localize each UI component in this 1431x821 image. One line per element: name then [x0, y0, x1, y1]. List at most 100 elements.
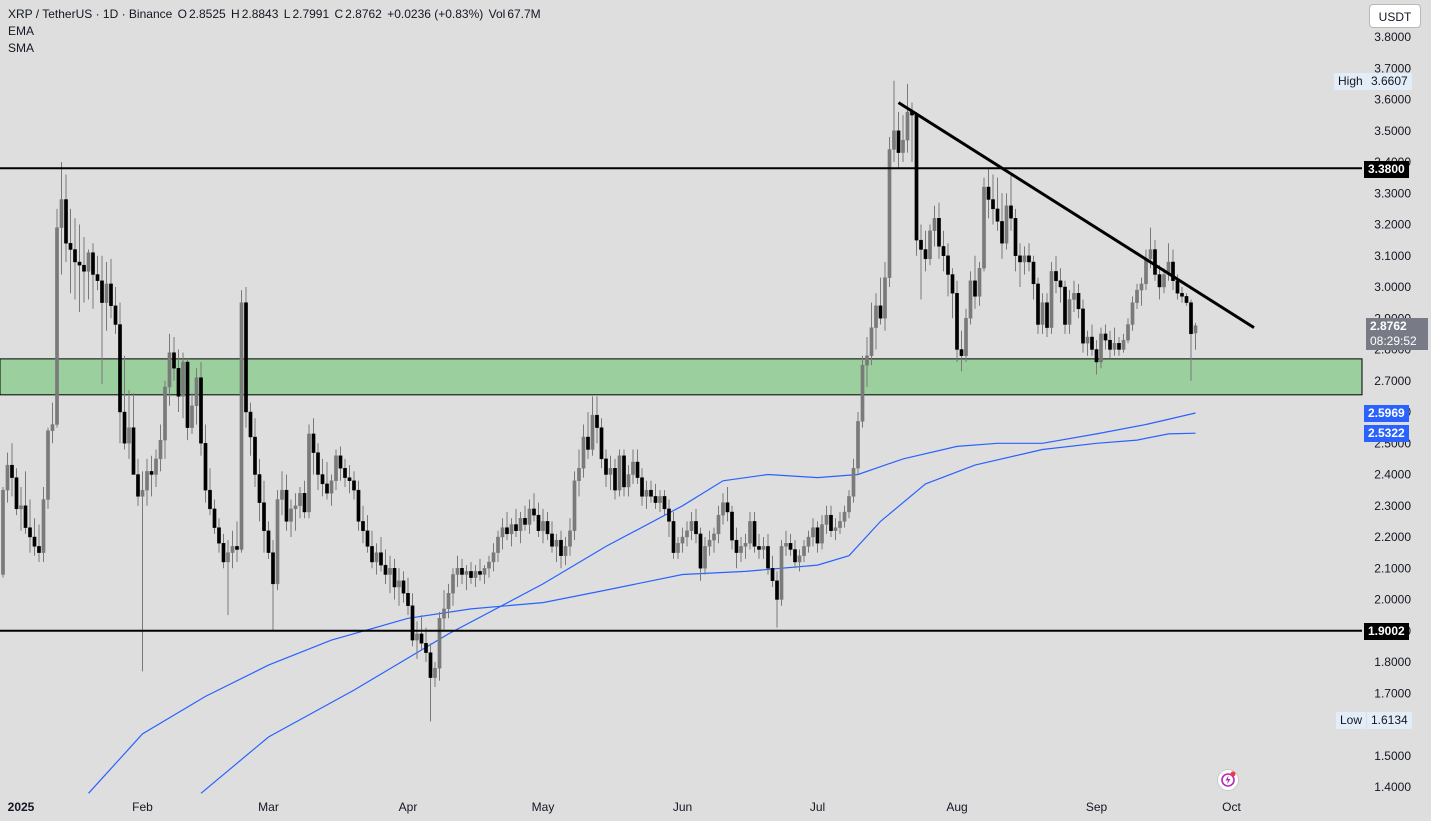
candle-body-down: [1189, 302, 1193, 335]
candle: [527, 499, 532, 534]
candle: [550, 521, 554, 553]
candle-body-up: [509, 524, 514, 535]
candle: [347, 465, 352, 494]
candle-body-down: [815, 527, 820, 544]
candle: [775, 571, 779, 628]
candle-body-down: [973, 280, 977, 297]
ma-line-ema[interactable]: [88, 432, 1196, 794]
candle: [428, 643, 433, 722]
candle: [590, 396, 595, 456]
candle-body-down: [635, 461, 640, 478]
candle-body-up: [608, 468, 613, 475]
candle-body-down: [667, 508, 671, 522]
indicator-sma-legend[interactable]: SMA: [8, 41, 35, 55]
candle-body-up: [289, 508, 293, 522]
candle-body-up: [833, 527, 838, 531]
candle: [680, 527, 685, 553]
candle: [68, 208, 73, 294]
candle: [1099, 327, 1103, 369]
support-zone[interactable]: [0, 358, 1363, 396]
candle: [703, 537, 707, 575]
resistance-price-tag: 3.3800: [1364, 161, 1409, 178]
candle: [847, 490, 851, 519]
candle-body-down: [937, 218, 941, 247]
ma-line-sma[interactable]: [200, 412, 1196, 794]
candle: [37, 524, 41, 562]
candle: [730, 505, 734, 550]
indicator-ema-legend[interactable]: EMA: [8, 24, 35, 38]
candle-body-down: [37, 546, 41, 553]
candle-body-down: [586, 436, 590, 450]
candle-body-down: [752, 521, 757, 547]
price-tick-label: 2.2000: [1374, 530, 1411, 544]
candle: [410, 593, 415, 647]
candle-body-up: [154, 458, 158, 475]
candle-body-down: [1031, 261, 1036, 285]
candle: [815, 521, 820, 553]
candle-body-down: [82, 264, 86, 272]
candle-body-down: [244, 302, 248, 413]
candle: [136, 458, 140, 506]
candle-body-down: [217, 527, 221, 544]
candle-body-up: [1072, 293, 1076, 300]
candle: [226, 540, 230, 616]
candle: [1018, 243, 1022, 287]
candle-body-down: [338, 455, 343, 469]
candle: [91, 243, 95, 309]
candle: [455, 555, 460, 587]
symbol-title[interactable]: XRP / TetherUS · 1D · Binance: [8, 7, 173, 21]
candle-body-down: [613, 468, 617, 491]
currency-button[interactable]: USDT: [1369, 4, 1421, 28]
price-tick-label: 3.0000: [1374, 280, 1411, 294]
descending-trendline[interactable]: [897, 101, 1255, 329]
lightning-icon[interactable]: [1217, 769, 1239, 791]
candle: [1180, 287, 1184, 303]
candle-body-up: [874, 305, 878, 328]
candle: [883, 262, 887, 331]
candle-body-up: [631, 461, 635, 475]
candle: [361, 505, 365, 544]
candle-body-up: [163, 386, 167, 441]
candle-body-down: [1108, 339, 1112, 350]
candle: [806, 530, 811, 553]
candle: [802, 540, 806, 562]
candle: [523, 505, 527, 531]
candle: [923, 230, 928, 272]
candle-body-up: [721, 502, 725, 516]
candle-body-up: [824, 514, 829, 525]
candle: [662, 490, 667, 516]
candle-body-up: [869, 327, 874, 356]
price-tick-label: 3.6000: [1374, 93, 1411, 107]
candle-body-down: [1018, 255, 1022, 263]
low-tag-value: 1.6134: [1367, 712, 1412, 729]
candle-body-up: [397, 580, 401, 588]
candle-body-down: [991, 199, 995, 210]
candle: [464, 565, 469, 591]
candle-body-down: [941, 246, 946, 256]
open-label: O: [177, 7, 187, 21]
candle: [631, 449, 635, 484]
time-axis[interactable]: 2025 Feb Mar Apr May Jun Jul Aug Sep Oct: [8, 800, 1242, 814]
candle-body-down: [149, 471, 154, 475]
candle: [370, 530, 374, 569]
sma-value-tag: 2.5969: [1364, 405, 1409, 422]
low-value: 2.7991: [292, 7, 330, 21]
candle-body-down: [284, 489, 289, 522]
candle-body-up: [856, 421, 860, 469]
candle: [640, 468, 644, 506]
candle: [491, 543, 496, 572]
low-tag-label: Low: [1336, 712, 1367, 729]
price-tick-label: 3.2000: [1374, 218, 1411, 232]
candle: [532, 493, 536, 522]
candle: [154, 449, 158, 487]
candle: [514, 508, 518, 537]
candle: [1090, 324, 1094, 356]
candle: [433, 662, 437, 687]
candle-body-down: [221, 543, 226, 563]
candle-body-up: [55, 227, 59, 425]
candle: [973, 255, 977, 309]
candle-body-up: [865, 355, 869, 366]
time-tick-label: Oct: [1222, 800, 1241, 814]
candle-body-down: [766, 546, 770, 569]
